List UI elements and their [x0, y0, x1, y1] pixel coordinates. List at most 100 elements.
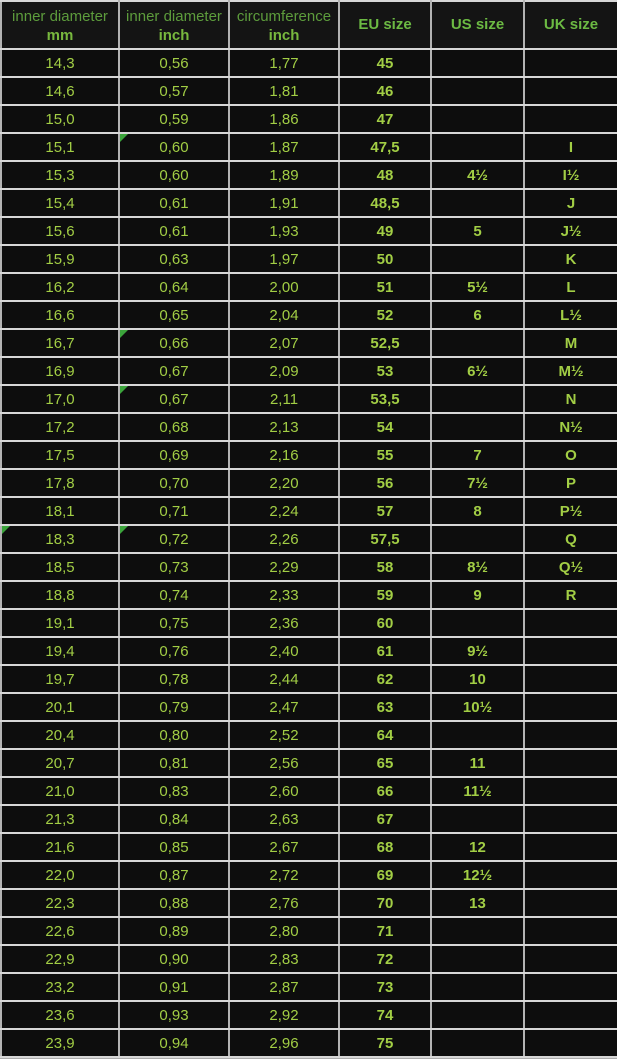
- cell-circumference-inch: 1,86: [228, 104, 340, 134]
- cell-us-size: [430, 524, 525, 554]
- cell-value: 2,13: [269, 418, 299, 436]
- cell-inner-diameter-mm: 21,3: [0, 804, 120, 834]
- cell-inner-diameter-inch: 0,56: [118, 48, 230, 78]
- cell-eu-size: 47: [338, 104, 432, 134]
- cell-value: P½: [559, 502, 583, 520]
- cell-value: O: [565, 446, 577, 464]
- cell-us-size: 10: [430, 664, 525, 694]
- cell-value: 57: [376, 502, 394, 520]
- table-row: 19,1 0,75 2,36 60: [0, 608, 617, 638]
- cell-uk-size: P: [523, 468, 617, 498]
- table-row: 19,7 0,78 2,44 62 10: [0, 664, 617, 694]
- cell-value: 17,8: [45, 474, 75, 492]
- cell-uk-size: [523, 916, 617, 946]
- cell-uk-size: J½: [523, 216, 617, 246]
- cell-inner-diameter-inch: 0,83: [118, 776, 230, 806]
- cell-circumference-inch: 2,83: [228, 944, 340, 974]
- cell-uk-size: Q½: [523, 552, 617, 582]
- cell-value: Q½: [558, 558, 584, 576]
- cell-value: 0,69: [159, 446, 189, 464]
- cell-eu-size: 70: [338, 888, 432, 918]
- cell-us-size: 6: [430, 300, 525, 330]
- cell-circumference-inch: 1,77: [228, 48, 340, 78]
- cell-inner-diameter-inch: 0,60: [118, 132, 230, 162]
- cell-value: 2,72: [269, 866, 299, 884]
- cell-value: 2,60: [269, 782, 299, 800]
- cell-inner-diameter-inch: 0,75: [118, 608, 230, 638]
- cell-value: 48,5: [370, 194, 400, 212]
- cell-inner-diameter-inch: 0,78: [118, 664, 230, 694]
- cell-value: R: [565, 586, 577, 604]
- header-label: inner diameter: [126, 7, 222, 25]
- cell-value: 20,1: [45, 698, 75, 716]
- cell-eu-size: 57: [338, 496, 432, 526]
- cell-uk-size: I: [523, 132, 617, 162]
- cell-inner-diameter-inch: 0,79: [118, 692, 230, 722]
- cell-value: 15,4: [45, 194, 75, 212]
- cell-inner-diameter-inch: 0,66: [118, 328, 230, 358]
- cell-value: 47,5: [370, 138, 400, 156]
- cell-eu-size: 58: [338, 552, 432, 582]
- cell-inner-diameter-mm: 15,4: [0, 188, 120, 218]
- cell-us-size: 12½: [430, 860, 525, 890]
- table-row: 19,4 0,76 2,40 61 9½: [0, 636, 617, 666]
- cell-us-size: 11½: [430, 776, 525, 806]
- cell-circumference-inch: 2,96: [228, 1028, 340, 1058]
- cell-value: 12½: [462, 866, 493, 884]
- cell-value: 46: [376, 82, 394, 100]
- cell-value: 61: [376, 642, 394, 660]
- cell-eu-size: 51: [338, 272, 432, 302]
- cell-value: 0,64: [159, 278, 189, 296]
- cell-value: 73: [376, 978, 394, 996]
- cell-value: 11½: [463, 782, 492, 800]
- cell-inner-diameter-mm: 20,4: [0, 720, 120, 750]
- cell-us-size: 13: [430, 888, 525, 918]
- cell-circumference-inch: 1,81: [228, 76, 340, 106]
- cell-circumference-inch: 2,33: [228, 580, 340, 610]
- table-row: 20,7 0,81 2,56 65 11: [0, 748, 617, 778]
- cell-value: 0,61: [159, 194, 189, 212]
- cell-value: 9: [473, 586, 482, 604]
- cell-value: 45: [376, 54, 394, 72]
- cell-inner-diameter-inch: 0,94: [118, 1028, 230, 1058]
- cell-circumference-inch: 2,56: [228, 748, 340, 778]
- header-label: circumference: [236, 7, 332, 25]
- cell-us-size: [430, 916, 525, 946]
- cell-circumference-inch: 2,44: [228, 664, 340, 694]
- cell-eu-size: 59: [338, 580, 432, 610]
- cell-value: 12: [469, 838, 486, 856]
- cell-value: 10½: [462, 698, 493, 716]
- cell-us-size: [430, 188, 525, 218]
- cell-value: 0,84: [159, 810, 189, 828]
- cell-value: 0,71: [159, 502, 189, 520]
- cell-eu-size: 68: [338, 832, 432, 862]
- cell-value: 60: [376, 614, 394, 632]
- cell-value: 70: [376, 894, 394, 912]
- cell-circumference-inch: 2,36: [228, 608, 340, 638]
- cell-circumference-inch: 2,29: [228, 552, 340, 582]
- cell-value: 0,60: [159, 166, 189, 184]
- cell-value: 0,72: [159, 530, 189, 548]
- header-unit: inch: [158, 26, 190, 44]
- cell-inner-diameter-mm: 18,8: [0, 580, 120, 610]
- cell-circumference-inch: 2,00: [228, 272, 340, 302]
- cell-us-size: 6½: [430, 356, 525, 386]
- cell-value: 2,00: [269, 278, 299, 296]
- cell-value: 2,07: [269, 334, 299, 352]
- cell-inner-diameter-inch: 0,85: [118, 832, 230, 862]
- cell-value: 2,67: [269, 838, 299, 856]
- cell-uk-size: M: [523, 328, 617, 358]
- table-row: 18,8 0,74 2,33 59 9 R: [0, 580, 617, 610]
- cell-inner-diameter-mm: 21,6: [0, 832, 120, 862]
- cell-us-size: [430, 104, 525, 134]
- cell-inner-diameter-inch: 0,71: [118, 496, 230, 526]
- cell-us-size: 5½: [430, 272, 525, 302]
- cell-value: 19,4: [45, 642, 75, 660]
- cell-inner-diameter-inch: 0,80: [118, 720, 230, 750]
- cell-value: 16,6: [45, 306, 75, 324]
- cell-value: 1,97: [269, 250, 299, 268]
- cell-value: N½: [559, 418, 583, 436]
- cell-value: 18,3: [45, 530, 75, 548]
- cell-circumference-inch: 1,91: [228, 188, 340, 218]
- cell-circumference-inch: 2,72: [228, 860, 340, 890]
